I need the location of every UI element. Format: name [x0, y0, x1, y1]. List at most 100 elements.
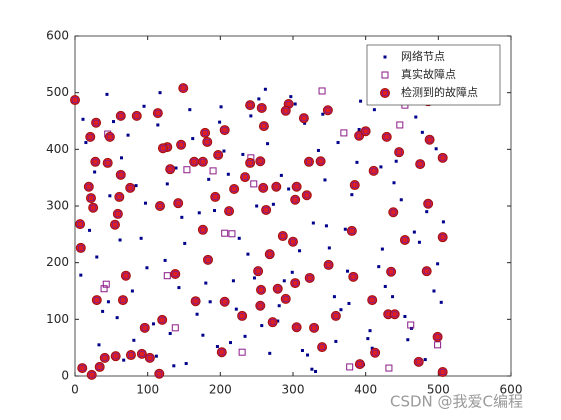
- node-point: [287, 187, 291, 191]
- y-tick-label: 600: [46, 29, 69, 43]
- node-point: [145, 266, 149, 270]
- node-point: [350, 193, 354, 197]
- detected-point: [389, 309, 400, 320]
- detected-point: [381, 131, 392, 142]
- detected-inner: [382, 90, 388, 96]
- detected-inner: [96, 363, 103, 370]
- detected-inner: [77, 244, 84, 251]
- detected-point: [280, 105, 291, 116]
- node-point: [436, 262, 440, 266]
- detected-inner: [300, 115, 307, 122]
- detected-point: [423, 198, 434, 209]
- node-point: [142, 104, 146, 108]
- detected-point: [267, 317, 278, 328]
- detected-inner: [263, 207, 270, 213]
- detected-inner: [258, 286, 264, 293]
- detected-point: [437, 152, 448, 163]
- detected-point: [176, 139, 187, 150]
- detected-inner: [292, 196, 299, 203]
- node-point: [130, 289, 134, 293]
- node-point: [420, 130, 424, 134]
- node-point: [372, 108, 376, 112]
- node-point: [249, 114, 253, 118]
- detected-point: [189, 156, 200, 167]
- detected-inner: [180, 85, 187, 92]
- node-point: [346, 269, 349, 273]
- node-point: [355, 160, 359, 164]
- detected-point: [271, 181, 282, 192]
- detected-point: [272, 283, 283, 294]
- node-point: [441, 220, 445, 224]
- detected-point: [255, 300, 266, 311]
- node-point: [241, 152, 245, 156]
- node-point: [195, 312, 199, 316]
- node-point: [399, 198, 403, 202]
- node-point: [165, 182, 169, 186]
- detected-inner: [290, 238, 296, 245]
- node-point: [143, 201, 147, 205]
- detected-point: [394, 147, 405, 158]
- fault-point: [407, 321, 415, 329]
- detected-inner: [202, 129, 209, 136]
- node-point: [237, 236, 241, 240]
- detected-point: [139, 322, 150, 333]
- detected-point: [437, 367, 448, 378]
- detected-inner: [257, 302, 264, 309]
- detected-point: [323, 259, 334, 270]
- detected-point: [91, 117, 102, 128]
- detected-inner: [90, 204, 97, 211]
- detected-point: [280, 293, 291, 304]
- detected-inner: [282, 295, 289, 302]
- detected-point: [178, 83, 189, 94]
- detected-inner: [369, 297, 376, 304]
- detected-inner: [205, 256, 211, 263]
- node-point: [279, 173, 283, 177]
- fault-point: [238, 348, 246, 356]
- detected-inner: [221, 127, 228, 134]
- node-point: [101, 309, 105, 313]
- node-point: [293, 102, 297, 106]
- node-point: [108, 194, 112, 198]
- detected-inner: [350, 273, 357, 280]
- detected-point: [213, 150, 224, 160]
- detected-inner: [362, 128, 369, 135]
- node-point: [231, 279, 235, 283]
- detected-inner: [434, 333, 441, 340]
- detected-inner: [356, 361, 363, 368]
- node-point: [163, 258, 167, 262]
- node-point: [115, 316, 119, 320]
- node-point: [204, 281, 208, 285]
- detected-point: [258, 182, 269, 193]
- node-point: [81, 117, 85, 121]
- node-point: [391, 295, 395, 299]
- node-point: [207, 177, 211, 181]
- detected-point: [229, 184, 240, 194]
- detected-inner: [348, 227, 355, 234]
- detected-inner: [79, 365, 86, 372]
- node-point: [380, 247, 384, 251]
- detected-point: [197, 224, 208, 235]
- node-point: [336, 141, 340, 145]
- node-point: [177, 286, 181, 290]
- detected-point: [216, 347, 227, 358]
- detected-point: [301, 190, 312, 201]
- detected-point: [110, 351, 121, 362]
- detected-point: [88, 202, 99, 213]
- node-point: [172, 364, 176, 368]
- detected-point: [348, 271, 359, 282]
- detected-inner: [172, 271, 179, 277]
- detected-inner: [88, 371, 95, 378]
- detected-inner: [351, 182, 358, 188]
- detected-point: [190, 296, 201, 307]
- detected-inner: [415, 358, 422, 365]
- detected-inner: [93, 297, 100, 304]
- detected-point: [288, 236, 298, 247]
- detected-inner: [401, 237, 408, 243]
- node-point: [316, 148, 320, 152]
- detected-inner: [159, 145, 166, 152]
- node-point: [95, 255, 99, 259]
- series: [70, 83, 448, 380]
- legend-label: 网络节点: [401, 49, 445, 63]
- node-point: [377, 265, 381, 269]
